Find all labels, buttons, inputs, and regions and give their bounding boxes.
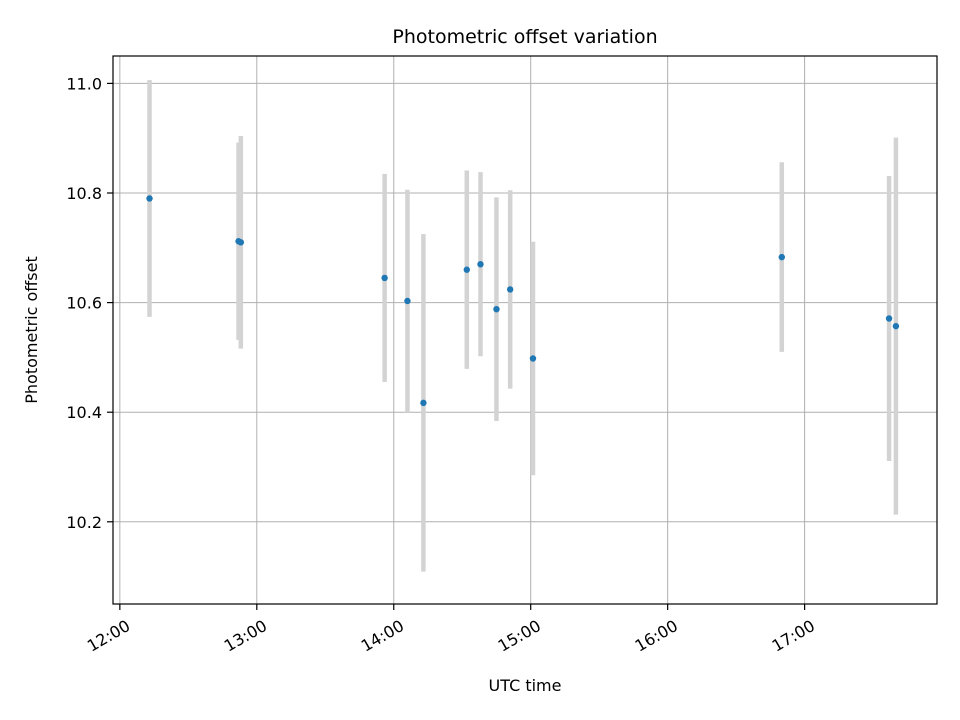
- y-tick-label: 10.8: [66, 184, 102, 203]
- data-point: [506, 286, 514, 293]
- y-tick-label: 11.0: [66, 74, 102, 93]
- x-axis-label: UTC time: [489, 676, 562, 695]
- data-point: [420, 399, 427, 407]
- data-point: [146, 195, 153, 202]
- y-tick-label: 10.2: [66, 513, 102, 532]
- data-point: [778, 253, 785, 261]
- data-point: [477, 261, 484, 268]
- data-point: [381, 274, 388, 282]
- data-point: [529, 355, 537, 362]
- y-tick-label: 10.6: [66, 294, 102, 313]
- y-tick-label: 10.4: [66, 403, 102, 422]
- data-point: [463, 266, 470, 273]
- data-points: [146, 195, 900, 407]
- data-point: [404, 297, 411, 305]
- y-axis: 10.2 10.4 10.6 10.8 11.0: [66, 74, 113, 532]
- grid: [113, 56, 937, 604]
- y-axis-label: Photometric offset: [22, 256, 41, 404]
- chart-title: Photometric offset variation: [392, 26, 657, 48]
- data-point: [885, 315, 893, 322]
- data-point: [892, 322, 900, 330]
- data-point: [237, 239, 245, 246]
- data-point: [493, 305, 500, 313]
- plot-frame: [112, 55, 938, 605]
